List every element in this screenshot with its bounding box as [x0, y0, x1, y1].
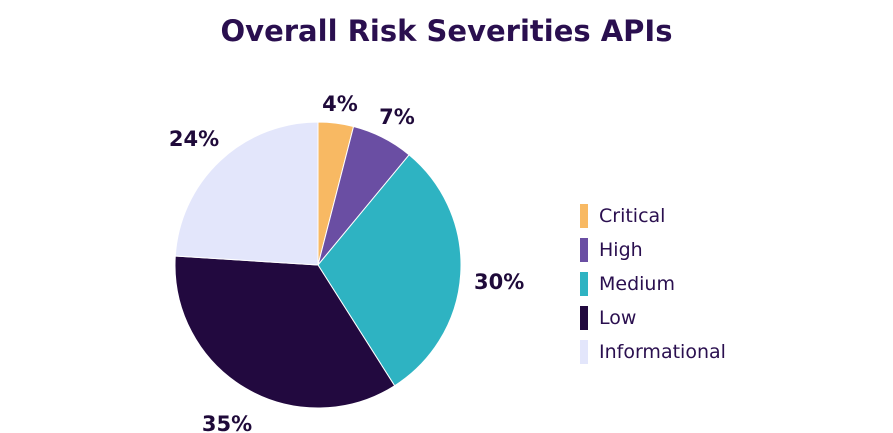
pie-slice-informational [174, 121, 319, 266]
legend-item-critical: Critical [580, 199, 726, 233]
legend-label: High [599, 239, 643, 261]
pie-labels: 4% 7% 30% 35% 24% [169, 92, 524, 433]
data-label-medium: 30% [474, 270, 524, 294]
data-label-high: 7% [379, 105, 415, 129]
legend-item-high: High [580, 233, 726, 267]
legend-swatch [580, 238, 588, 262]
legend-item-low: Low [580, 301, 726, 335]
legend-item-medium: Medium [580, 267, 726, 301]
data-label-informational: 24% [169, 127, 219, 151]
legend-label: Critical [599, 205, 666, 227]
legend-item-informational: Informational [580, 335, 726, 369]
chart-title: Overall Risk Severities APIs [220, 14, 673, 48]
legend-swatch [580, 340, 588, 364]
legend-swatch [580, 306, 588, 330]
pie-slice-low [174, 255, 396, 409]
legend-label: Low [599, 307, 637, 329]
data-label-critical: 4% [322, 92, 358, 116]
legend-swatch [580, 272, 588, 296]
legend-label: Medium [599, 273, 675, 295]
legend-label: Informational [599, 341, 726, 363]
legend: Critical High Medium Low Informational [580, 199, 726, 369]
legend-swatch [580, 204, 588, 228]
data-label-low: 35% [202, 412, 252, 433]
pie-slice-medium [317, 154, 462, 387]
pie-slices [174, 121, 462, 409]
